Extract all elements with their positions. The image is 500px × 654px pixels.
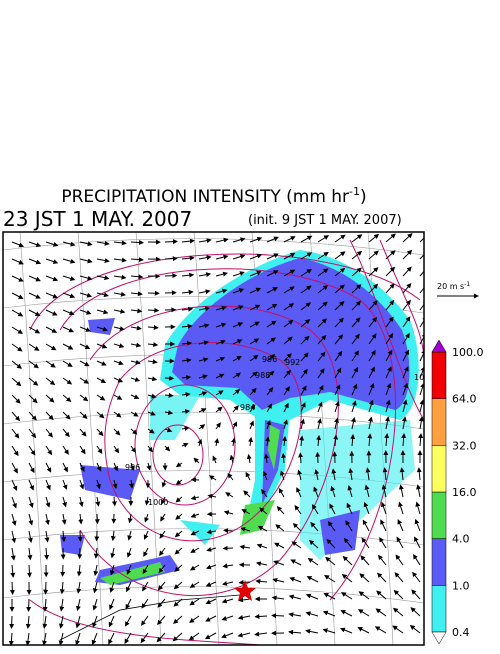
colorbar-label: 4.0	[452, 533, 470, 546]
contour-label: 984	[240, 403, 255, 412]
wind-arrow	[165, 276, 176, 277]
colorbar-segment	[432, 492, 446, 539]
contour-label: 992	[285, 358, 300, 367]
colorbar: 0.4 1.0 4.0 16.0 32.0 64.0 100.0	[432, 340, 484, 644]
wind-arrow	[97, 514, 98, 523]
init-time: (init. 9 JST 1 MAY. 2007)	[248, 213, 402, 228]
wind-arrow	[300, 453, 301, 463]
contour-label: 988	[255, 371, 270, 380]
wind-arrow	[12, 616, 13, 628]
colorbar-segment	[432, 399, 446, 446]
wind-arrow	[12, 582, 13, 594]
colorbar-segment	[432, 539, 446, 586]
colorbar-segment	[432, 352, 446, 399]
wind-arrow	[29, 565, 30, 577]
wind-arrow	[148, 310, 158, 311]
colorbar-label: 64.0	[452, 393, 477, 406]
valid-time: 23 JST 1 MAY. 2007	[3, 207, 192, 231]
contour-label: 1000	[148, 498, 168, 507]
colorbar-under	[432, 632, 446, 644]
title: PRECIPITATION INTENSITY (mm hr-1)	[61, 185, 366, 207]
colorbar-label: 1.0	[452, 579, 470, 592]
colorbar-label: 32.0	[452, 439, 477, 452]
wind-arrow	[224, 548, 233, 549]
wind-arrow	[46, 582, 47, 594]
colorbar-over	[432, 340, 446, 352]
wind-arrow	[318, 453, 319, 463]
wind-arrow	[165, 258, 177, 259]
wind-arrow	[224, 530, 233, 531]
wind-arrow	[29, 599, 30, 611]
wind-arrow	[63, 565, 64, 576]
wind-arrow	[165, 241, 177, 242]
contour-label: 996	[125, 463, 140, 472]
colorbar-label: 100.0	[452, 346, 484, 359]
wind-reference-label: 20 m s-1	[437, 281, 470, 291]
wind-arrow	[131, 242, 143, 243]
colorbar-segment	[432, 445, 446, 492]
colorbar-label: 16.0	[452, 486, 477, 499]
colorbar-segment	[432, 585, 446, 632]
colorbar-label: 0.4	[452, 626, 470, 639]
contour-label: 996	[262, 355, 277, 364]
wind-arrow	[165, 395, 173, 396]
wind-arrow	[272, 615, 284, 616]
